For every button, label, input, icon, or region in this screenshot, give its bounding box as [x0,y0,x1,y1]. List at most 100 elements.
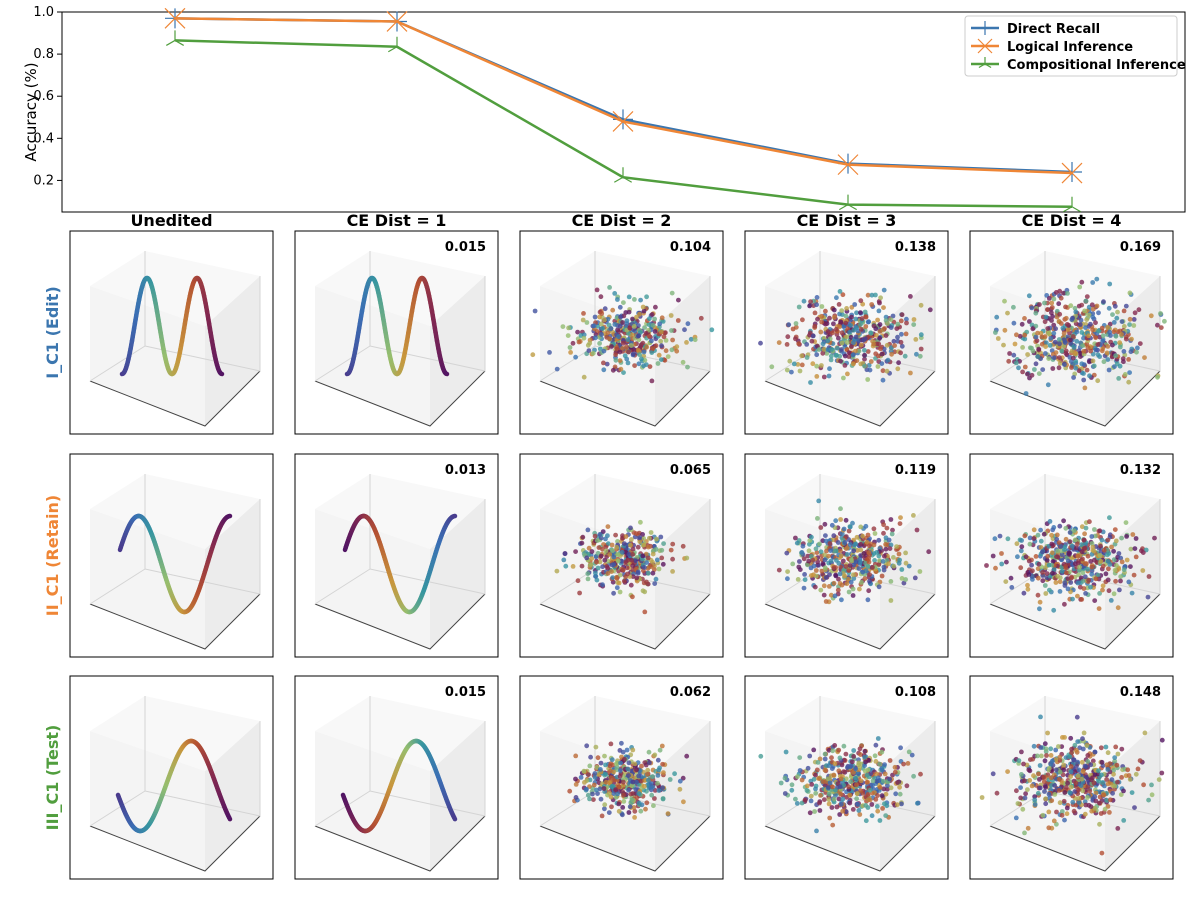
embedding-panel [69,230,274,435]
scatter-point [650,774,655,779]
scatter-point [1113,744,1119,750]
scatter-point [894,802,900,808]
scatter-point [1054,532,1060,538]
scatter-point [1073,309,1079,315]
scatter-point [1131,317,1137,322]
scatter-point [1042,319,1048,325]
scatter-point [626,551,632,557]
scatter-point [1092,794,1098,800]
scatter-point [903,577,908,582]
scatter-point [595,565,601,571]
scatter-point [826,763,832,769]
scatter-point [626,349,631,355]
scatter-point [660,761,665,767]
scatter-point [582,780,587,785]
scatter-point [892,764,898,770]
scatter-point [1081,362,1087,367]
scatter-point [869,302,875,307]
distortion-score: 0.108 [895,685,936,700]
scatter-point [826,785,831,790]
scatter-point [1033,310,1039,316]
scatter-point [650,322,656,328]
embedding-panel: 0.138 [744,230,949,435]
scatter-point [818,587,824,593]
scatter-point [815,316,820,322]
embedding-panel [69,675,274,880]
scatter-point [828,353,834,359]
scatter-point [822,797,827,802]
scatter-point [626,760,632,766]
scatter-point [862,352,867,358]
scatter-point [1063,785,1069,790]
pane-edge [819,696,936,816]
scatter-point [823,308,828,314]
scatter-point [836,335,841,341]
scatter-point [598,553,604,559]
scatter-point [832,743,838,748]
scatter-point [1097,794,1103,800]
scatter-point [603,779,609,785]
scatter-point [797,368,803,374]
scatter-point [782,775,788,781]
scatter-point [600,325,605,331]
scatter-point [1046,791,1052,797]
scatter-point [1088,348,1093,354]
scatter-point [1043,796,1048,802]
scatter-point [1038,538,1044,544]
scatter-point [858,298,864,304]
scatter-point [786,322,792,328]
scatter-point [598,535,604,541]
scatter-point [593,570,598,576]
scatter-point [635,569,641,575]
scatter-point [647,364,653,369]
scatter-point [927,307,933,313]
scatter-point [1004,559,1009,565]
top-pane [315,696,485,771]
scatter-point [820,341,826,347]
scatter-point [1043,340,1049,346]
scatter-point [665,354,671,359]
scatter-point [1072,561,1078,567]
scatter-point [846,354,852,359]
scatter-point [853,348,858,354]
scatter-point [918,302,924,308]
scatter-point [1021,761,1026,767]
scatter-point [626,294,632,300]
scatter-point [1086,333,1092,339]
scatter-point [607,336,612,342]
scatter-point [894,326,900,331]
scatter-point [1107,515,1112,521]
scatter-point [1062,547,1067,552]
scatter-point [644,800,650,806]
scatter-point [633,558,638,563]
scatter-point [806,558,812,564]
scatter-point [1089,777,1094,783]
scatter-point [590,350,596,356]
scatter-point [1137,341,1143,346]
scatter-point [999,561,1005,567]
scatter-point [1077,322,1083,327]
scatter-point [1064,322,1070,327]
scatter-point [635,544,641,550]
floor-axis [314,593,486,650]
scatter-point [1049,758,1055,764]
x-marker [837,154,859,176]
scatter-point [626,810,632,815]
scatter-point [627,325,633,331]
scatter-point [881,786,887,792]
scatter-point [790,561,796,567]
scatter-point [839,762,845,768]
scatter-point [1043,784,1048,790]
scatter-point [1007,351,1012,356]
scatter-point [1103,571,1109,577]
scatter-point [821,347,827,352]
scatter-point [819,363,824,368]
y-axis-label: Accuracy (%) [22,62,40,161]
scatter-point [862,363,867,369]
scatter-point [846,568,852,573]
scatter-point [616,580,622,586]
scatter-point [629,783,635,789]
scatter-point [1055,548,1061,554]
scatter-point [1083,591,1088,596]
